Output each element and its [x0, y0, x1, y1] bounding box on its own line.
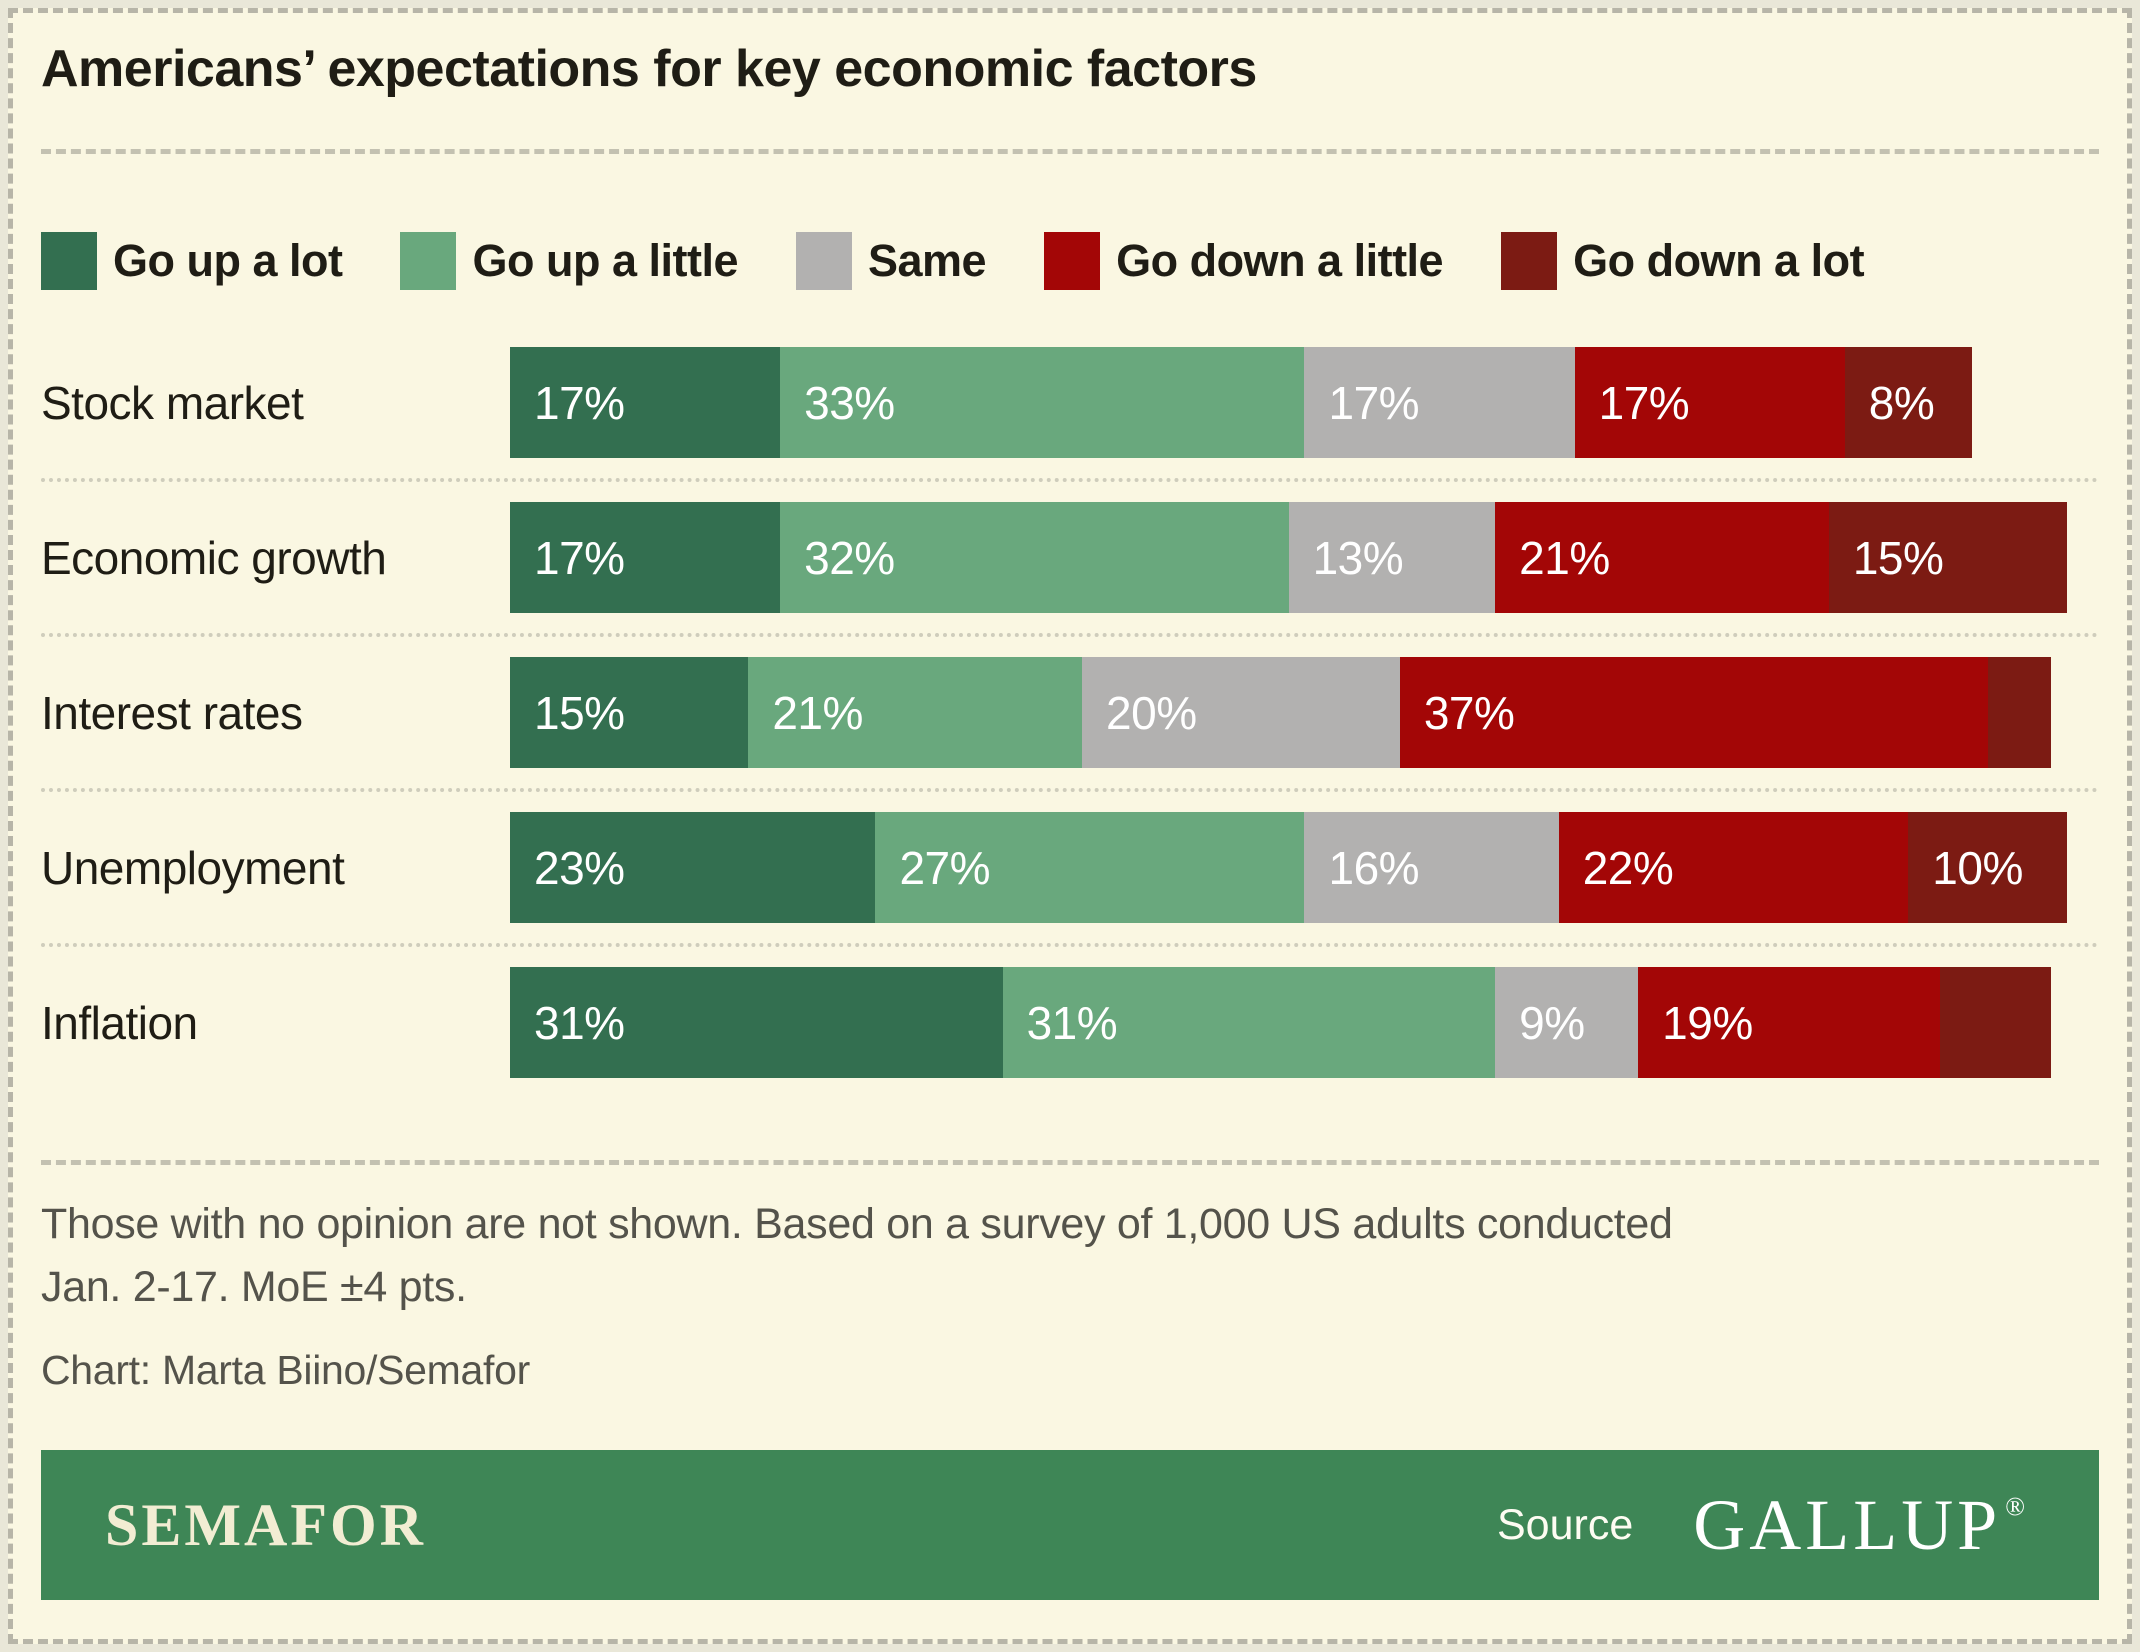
bar-track: 17% 33% 17% 17% 8% — [510, 347, 2099, 458]
footnote-line: Jan. 2-17. MoE ±4 pts. — [41, 1263, 467, 1311]
segment-value-label: 17% — [534, 531, 625, 584]
legend-item: Go down a lot — [1501, 232, 1865, 290]
legend-label: Go up a lot — [113, 235, 343, 286]
legend-item: Same — [796, 232, 987, 290]
category-label: Stock market — [41, 376, 304, 429]
bottom-divider — [41, 1160, 2099, 1165]
registered-mark-icon: ® — [2005, 1492, 2025, 1521]
segment-value-label: 15% — [534, 686, 625, 739]
category-label: Interest rates — [41, 686, 303, 739]
semafor-logo: SEMAFOR — [105, 1491, 426, 1558]
legend-swatch-icon — [400, 232, 457, 290]
bar-segment: 17% — [1304, 347, 1575, 458]
segment-value-label: 31% — [1026, 996, 1118, 1049]
bar-segment: 37% — [1399, 657, 1988, 768]
bar-row: Inflation 31% 31% 9% 19% — [41, 967, 2099, 1078]
category-label: Economic growth — [41, 531, 387, 584]
footer-bar: SEMAFOR Source GALLUP ® — [41, 1450, 2099, 1600]
bar-segment: 16% — [1304, 812, 1559, 923]
segment-value-label: 37% — [1423, 686, 1515, 739]
bar-segment: 19% — [1638, 967, 1941, 1078]
category-label: Inflation — [41, 996, 198, 1049]
segment-value-label: 31% — [534, 996, 625, 1049]
legend-swatch-icon — [1501, 232, 1558, 290]
segment-value-label: 13% — [1312, 531, 1404, 584]
bar-chart: Stock market 17% 33% 17% 17% 8% Economic growt… — [41, 347, 2099, 1078]
segment-value-label: 16% — [1328, 841, 1420, 894]
bar-track: 23% 27% 16% 22% 10% — [510, 812, 2099, 923]
bar-segment: 31% — [510, 967, 1003, 1078]
segment-value-label: 23% — [534, 841, 625, 894]
bar-segment: 13% — [1288, 502, 1496, 613]
bar-segment: 17% — [510, 347, 781, 458]
legend-label: Go up a little — [472, 235, 738, 286]
segment-value-label: 21% — [772, 686, 863, 739]
legend-swatch-icon — [1044, 232, 1101, 290]
segment-value-label: 27% — [899, 841, 991, 894]
bar-segment — [1987, 657, 2052, 768]
segment-value-label: 19% — [1662, 996, 1753, 1049]
segment-value-label: 22% — [1582, 841, 1674, 894]
segment-value-label: 17% — [1598, 376, 1690, 429]
segment-value-label: 8% — [1868, 376, 1935, 429]
chart-credit: Chart: Marta Biino/Semafor — [41, 1347, 530, 1393]
bar-segment: 20% — [1082, 657, 1400, 768]
bar-segment: 21% — [1495, 502, 1829, 613]
row-separator — [41, 943, 2099, 947]
bar-row: Unemployment 23% 27% 16% 22% 10% — [41, 812, 2099, 923]
bar-row: Stock market 17% 33% 17% 17% 8% — [41, 347, 2099, 458]
gallup-logo: GALLUP ® — [1693, 1485, 2025, 1565]
segment-value-label: 20% — [1106, 686, 1197, 739]
legend-item: Go up a little — [400, 232, 738, 290]
bar-segment: 22% — [1558, 812, 1909, 923]
legend-swatch-icon — [796, 232, 852, 290]
bar-track: 17% 32% 13% 21% 15% — [510, 502, 2099, 613]
row-separator — [41, 633, 2099, 637]
source-label: Source — [1496, 1500, 1634, 1549]
bar-segment: 21% — [748, 657, 1083, 768]
source-attribution: Source GALLUP ® — [1496, 1485, 2025, 1565]
legend-label: Go down a lot — [1573, 235, 1865, 286]
legend-item: Go down a little — [1044, 232, 1444, 290]
bar-segment: 15% — [1828, 502, 2068, 613]
segment-value-label: 32% — [804, 531, 895, 584]
segment-value-label: 9% — [1519, 996, 1585, 1049]
footnote: Those with no opinion are not shown. Bas… — [41, 1193, 2099, 1319]
legend-label: Same — [868, 235, 987, 286]
legend-swatch-icon — [41, 232, 97, 290]
page-title: Americans’ expectations for key economic… — [41, 40, 1257, 98]
segment-value-label: 33% — [804, 376, 895, 429]
row-separator — [41, 478, 2099, 482]
segment-value-label: 15% — [1852, 531, 1944, 584]
bar-segment: 32% — [780, 502, 1289, 613]
legend-label: Go down a little — [1116, 235, 1444, 286]
bar-segment — [1940, 967, 2052, 1078]
bar-segment: 9% — [1495, 967, 1639, 1078]
top-divider — [41, 149, 2099, 154]
footnote-line: Those with no opinion are not shown. Bas… — [41, 1200, 1673, 1248]
segment-value-label: 10% — [1932, 841, 2023, 894]
bar-segment: 15% — [510, 657, 749, 768]
segment-value-label: 17% — [1328, 376, 1420, 429]
category-label: Unemployment — [41, 841, 345, 894]
legend: Go up a lot Go up a little Same Go down a l… — [41, 232, 2099, 290]
bar-segment: 23% — [510, 812, 876, 923]
bar-track: 15% 21% 20% 37% — [510, 657, 2099, 768]
bar-row: Interest rates 15% 21% 20% 37% — [41, 657, 2099, 768]
bar-segment: 33% — [780, 347, 1305, 458]
bar-track: 31% 31% 9% 19% — [510, 967, 2099, 1078]
segment-value-label: 17% — [534, 376, 625, 429]
bar-segment: 17% — [510, 502, 781, 613]
legend-item: Go up a lot — [41, 232, 343, 290]
chart-card: Americans’ expectations for key economic… — [8, 8, 2132, 1644]
bar-segment: 8% — [1844, 347, 1972, 458]
bar-segment: 31% — [1002, 967, 1496, 1078]
bar-segment: 17% — [1574, 347, 1845, 458]
segment-value-label: 21% — [1519, 531, 1610, 584]
bar-row: Economic growth 17% 32% 13% 21% 15% — [41, 502, 2099, 613]
bar-segment: 27% — [875, 812, 1305, 923]
bar-segment: 10% — [1908, 812, 2068, 923]
row-separator — [41, 788, 2099, 792]
